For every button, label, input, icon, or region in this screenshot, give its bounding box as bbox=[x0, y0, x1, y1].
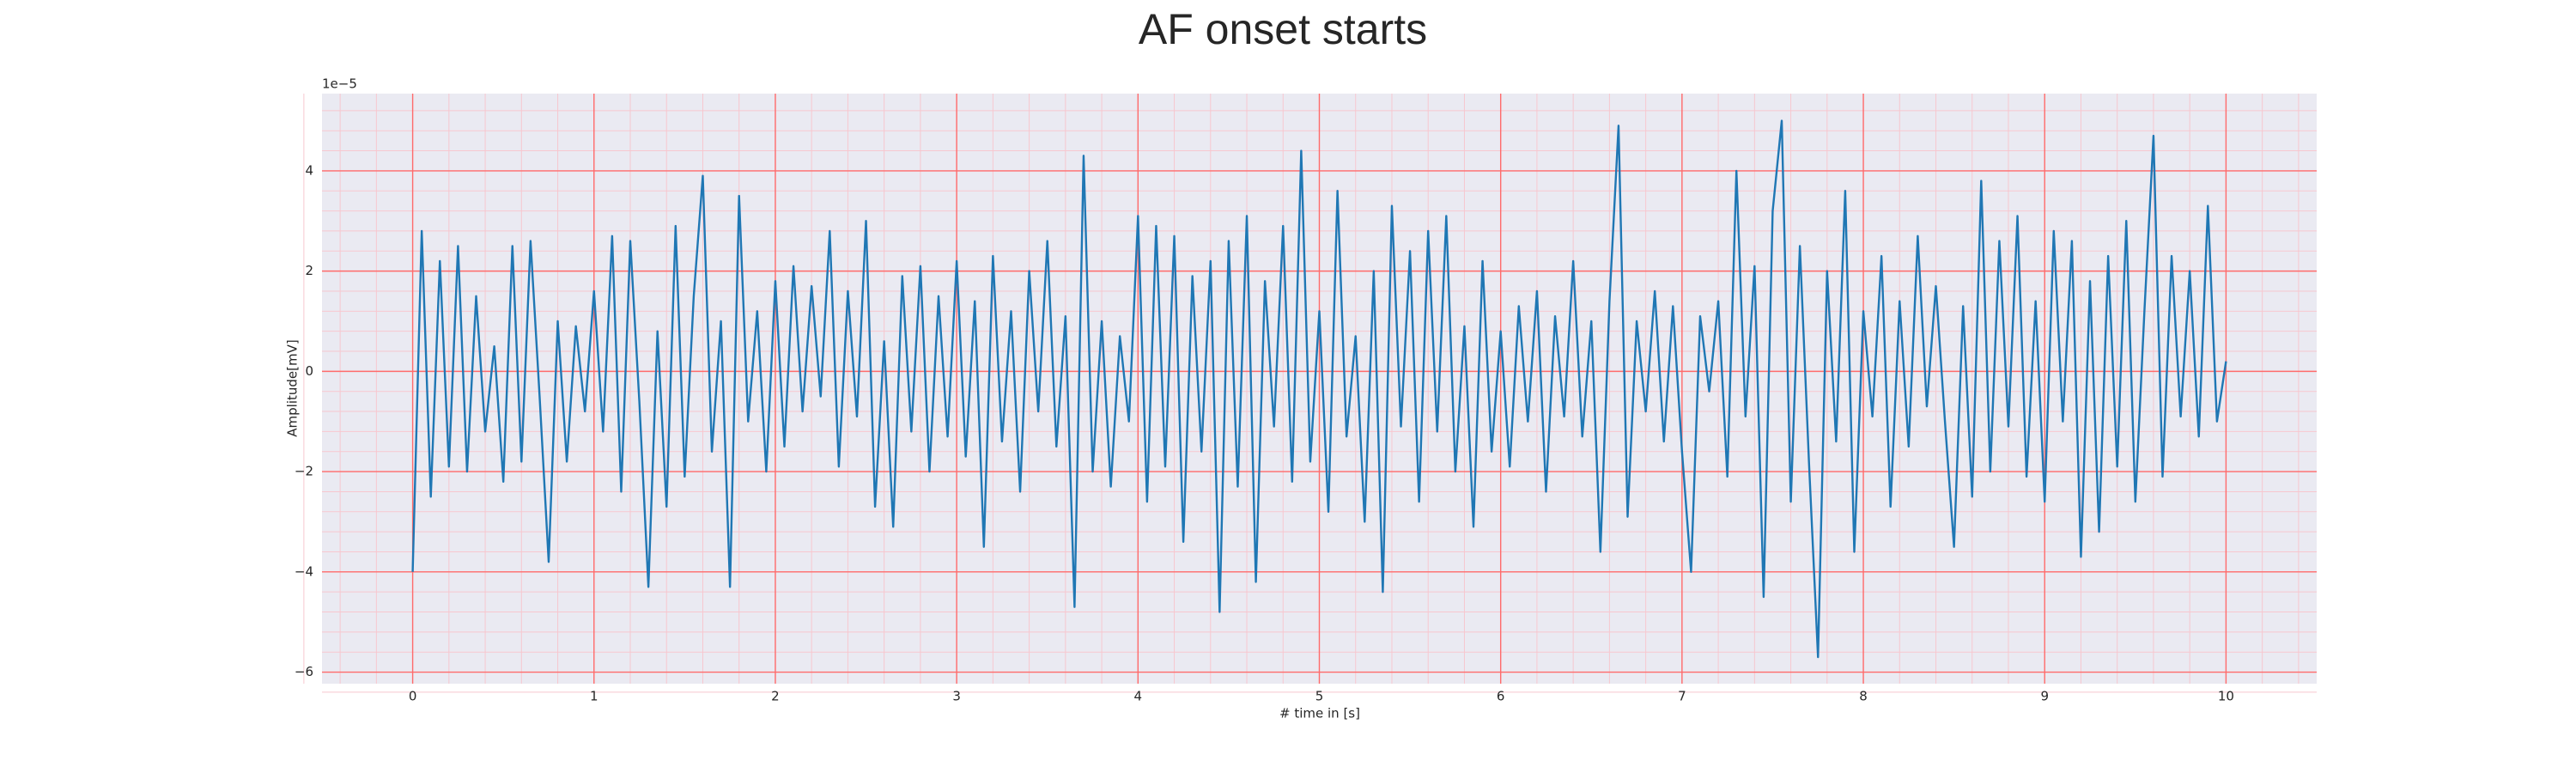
x-tick-label: 2 bbox=[771, 689, 780, 704]
y-axis-label: Amplitude[mV] bbox=[285, 339, 301, 436]
y-tick-label: 2 bbox=[305, 263, 313, 278]
y-offset-label: 1e−5 bbox=[322, 76, 357, 92]
chart-title: AF onset starts bbox=[1139, 5, 1427, 53]
x-tick-label: 1 bbox=[590, 689, 598, 704]
y-tick-label: −6 bbox=[295, 664, 313, 679]
x-tick-label: 8 bbox=[1859, 689, 1868, 704]
x-tick-label: 0 bbox=[409, 689, 417, 704]
x-tick-label: 9 bbox=[2040, 689, 2049, 704]
y-tick-label: 0 bbox=[305, 363, 313, 379]
x-tick-label: 4 bbox=[1134, 689, 1143, 704]
signal-line bbox=[411, 119, 2227, 659]
x-axis-label: # time in [s] bbox=[1279, 706, 1360, 721]
y-tick-label: −2 bbox=[295, 464, 313, 479]
x-tick-label: 10 bbox=[2218, 689, 2234, 704]
x-tick-label: 7 bbox=[1678, 689, 1686, 704]
x-tick-label: 3 bbox=[952, 689, 961, 704]
y-tick-label: 4 bbox=[305, 162, 313, 178]
x-tick-label: 6 bbox=[1497, 689, 1505, 704]
y-tick-label: −4 bbox=[295, 563, 313, 579]
x-tick-label: 5 bbox=[1315, 689, 1324, 704]
